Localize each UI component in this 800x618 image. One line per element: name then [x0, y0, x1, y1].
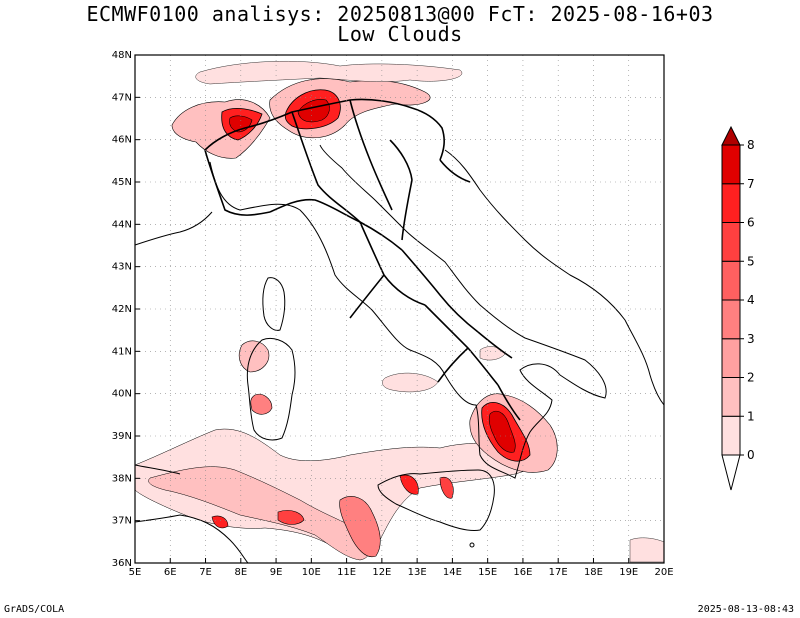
x-tick-label: 12E	[372, 567, 391, 578]
x-tick-label: 7E	[199, 567, 212, 578]
coastlines	[134, 144, 665, 564]
x-tick-label: 18E	[584, 567, 603, 578]
cloud-area-sicily-channel	[134, 428, 541, 557]
colorbar-label: 2	[747, 371, 755, 385]
colorbar-label: 4	[747, 293, 755, 307]
y-tick-label: 38N	[112, 473, 132, 484]
x-tick-label: 11E	[337, 567, 356, 578]
colorbar-segment	[721, 144, 741, 185]
x-tick-label: 5E	[129, 567, 142, 578]
y-tick-label: 43N	[112, 262, 132, 273]
y-tick-label: 42N	[112, 304, 132, 315]
colorbar-label: 7	[747, 177, 755, 191]
colorbar-label: 1	[747, 409, 755, 423]
colorbar-segment	[721, 299, 741, 340]
x-tick-label: 6E	[164, 567, 177, 578]
sardinia-outline	[246, 337, 296, 441]
footer-timestamp: 2025-08-13-08:43	[697, 604, 794, 615]
footer-credit: GrADS/COLA	[4, 604, 65, 615]
x-tick-label: 13E	[408, 567, 427, 578]
y-tick-label: 37N	[112, 516, 132, 527]
grid-lines	[135, 55, 664, 563]
y-tick-label: 45N	[112, 177, 132, 188]
x-tick-label: 19E	[619, 567, 638, 578]
y-tick-label: 39N	[112, 431, 132, 442]
colorbar-label: 8	[747, 138, 755, 152]
x-tick-label: 10E	[302, 567, 321, 578]
colorbar-label: 5	[747, 254, 755, 268]
x-tick-label: 20E	[654, 567, 673, 578]
colorbar-segment	[721, 260, 741, 301]
y-axis: 36N 37N 38N 39N 40N 41N 42N 43N 44N 45N 46N 47N 48N	[112, 50, 140, 569]
x-tick-label: 16E	[513, 567, 532, 578]
title-line1: ECMWF0100 analisys: 20250813@00 FcT: 202…	[86, 2, 714, 26]
colorbar-segment	[721, 338, 741, 378]
colorbar-label: 6	[747, 216, 755, 230]
x-tick-label: 8E	[234, 567, 247, 578]
cloud-area-ionian	[629, 537, 665, 563]
colorbar-segment	[721, 183, 741, 223]
x-tick-label: 15E	[478, 567, 497, 578]
colorbar-segment	[721, 377, 741, 417]
colorbar-label: 0	[747, 448, 755, 462]
y-tick-label: 46N	[112, 135, 132, 146]
sicily-outline	[377, 469, 495, 531]
y-tick-label: 44N	[112, 219, 132, 230]
regional-borders	[204, 98, 521, 421]
y-tick-label: 41N	[112, 346, 132, 357]
colorbar-label: 3	[747, 332, 755, 346]
colorbar: 0 1 2 3 4 5 6 7 8	[721, 125, 755, 491]
y-tick-label: 47N	[112, 92, 132, 103]
colorbar-segment	[721, 222, 741, 262]
title-line2: Low Clouds	[337, 22, 463, 46]
x-tick-label: 17E	[549, 567, 568, 578]
x-tick-label: 9E	[270, 567, 283, 578]
y-tick-label: 36N	[112, 558, 132, 569]
colorbar-segment	[721, 415, 741, 456]
x-tick-label: 14E	[443, 567, 462, 578]
y-tick-label: 40N	[112, 389, 132, 400]
colorbar-upper-triangle	[721, 125, 741, 146]
colorbar-lower-triangle	[721, 454, 741, 491]
corsica-outline	[262, 277, 286, 331]
cloud-area-sardinia	[238, 340, 270, 373]
x-axis: 5E 6E 7E 8E 9E 10E 11E 12E 13E 14E 15E 16E 17E 18E 19E…	[129, 558, 674, 578]
y-tick-label: 48N	[112, 50, 132, 61]
